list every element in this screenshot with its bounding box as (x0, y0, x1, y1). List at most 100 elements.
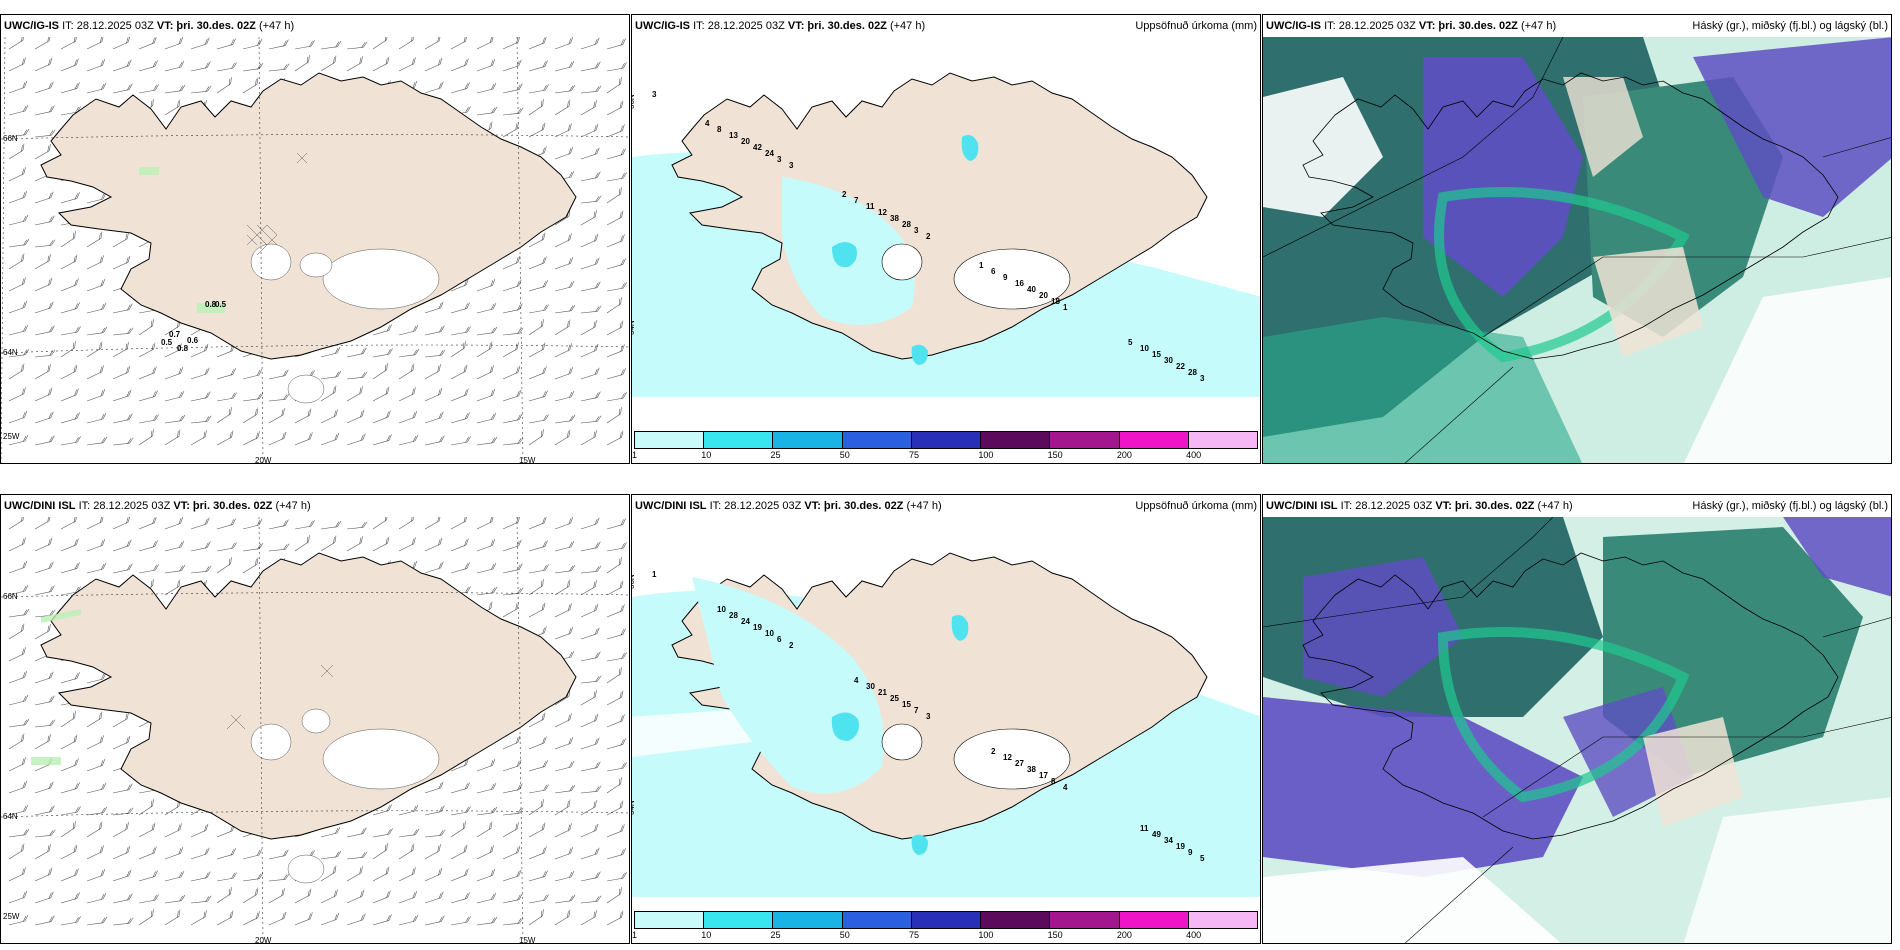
wind-barb-icon (216, 392, 237, 402)
wind-barb-icon (580, 100, 597, 116)
glacier-hofsjokull (299, 252, 333, 278)
wind-barb-icon (190, 565, 212, 574)
init-time: IT: 28.12.2025 03Z (1340, 500, 1433, 512)
wind-barb-icon (528, 712, 546, 728)
wind-barb-icon (138, 870, 158, 882)
wind-barb-icon (424, 517, 441, 530)
wind-barb-icon (502, 563, 523, 574)
wind-barb-icon (294, 520, 315, 530)
wind-barb-icon (476, 82, 497, 94)
colorbar-cell (773, 432, 843, 448)
precip-value: 16 (1015, 279, 1024, 288)
wind-barb-icon (8, 300, 28, 314)
wind-barb-icon (60, 782, 80, 794)
wind-barb-icon (8, 623, 25, 640)
wind-barb-icon (34, 624, 51, 640)
wind-barb-icon (34, 81, 54, 94)
init-time: IT: 28.12.2025 03Z (693, 20, 785, 32)
wind-barb-icon (476, 562, 497, 574)
wind-barb-icon (242, 542, 264, 552)
wind-barb-icon (450, 782, 470, 794)
wind-barb-icon (606, 910, 624, 926)
wind-barb-icon (424, 844, 441, 860)
precip-value: 38 (1027, 765, 1036, 774)
lon-label: 25W (3, 432, 20, 441)
lat-label: 66N (3, 592, 18, 601)
wind-barb-icon (86, 821, 103, 838)
wind-barb-icon (112, 255, 131, 270)
wind-barb-icon (34, 781, 54, 794)
wind-barb-icon (398, 434, 419, 446)
wind-barb-icon (554, 146, 574, 160)
gust-label: 0.6 (187, 336, 199, 345)
wind-barb-icon (8, 733, 25, 750)
wind-barb-icon (528, 602, 546, 618)
wind-barb-icon (554, 99, 571, 116)
precip-value: 25 (890, 694, 899, 703)
lon-label: 20W (255, 456, 272, 464)
model-name: UWC/IG-IS (4, 20, 59, 32)
wind-barb-icon (580, 391, 601, 402)
valid-label: VT: (1418, 20, 1436, 32)
wind-barb-icon (320, 535, 337, 552)
wind-barb-icon (554, 319, 571, 336)
colorbar-cells (634, 911, 1258, 929)
precip-value: 34 (1164, 836, 1173, 845)
wind-barb-icon (346, 851, 368, 860)
colorbar: 1 10 25 50 75 100 150 200 400 (632, 431, 1258, 461)
wind-barb-icon (112, 539, 132, 552)
wind-barb-icon (502, 107, 524, 116)
wind-barb-icon (528, 894, 549, 904)
wind-barb-icon (398, 363, 415, 380)
lon-label: 15W (519, 456, 536, 464)
wind-barb-icon (450, 37, 468, 50)
wind-barb-icon (34, 867, 53, 882)
precip-value: 3 (914, 226, 919, 235)
wind-barb-icon (606, 407, 622, 424)
precip-area-mid (951, 615, 969, 641)
wind-barb-icon (502, 807, 524, 816)
wind-barb-icon (8, 214, 29, 226)
wind-barb-icon (502, 539, 522, 552)
wind-barb-icon (424, 387, 443, 402)
wind-barb-icon (372, 410, 391, 424)
wind-barb-icon (528, 390, 548, 402)
wind-barb-icon (476, 341, 493, 358)
colorbar-tick: 25 (770, 930, 781, 940)
precip-value: 7 (854, 196, 859, 205)
precip-value: 1 (1063, 303, 1068, 312)
wind-barb-icon (216, 77, 232, 94)
lat-label: 64N (632, 320, 636, 335)
wind-barb-icon (112, 342, 129, 358)
wind-barb-icon (294, 432, 313, 446)
wind-barb-icon (216, 887, 232, 904)
wind-barb-icon (554, 736, 574, 750)
wind-barb-icon (164, 343, 182, 358)
wind-barb-icon (502, 822, 519, 838)
wind-barb-icon (606, 62, 627, 72)
graticule (1, 517, 629, 943)
region-borders (1263, 37, 1891, 463)
precip-value: 28 (902, 220, 911, 229)
wind-barb-icon (372, 386, 390, 402)
glacier-vatnajokull (953, 728, 1071, 790)
snow-hatch-icon (246, 152, 308, 256)
wind-barb-icon (476, 868, 496, 882)
wind-barb-icon (8, 37, 25, 50)
region-borders (1263, 517, 1891, 943)
precip-value: 19 (753, 623, 762, 632)
lon-label: 25W (3, 912, 20, 921)
colorbar-cell (1050, 432, 1120, 448)
wind-barb-icon (606, 848, 626, 860)
wind-barb-icon (398, 410, 418, 424)
wind-barb-icon (60, 916, 81, 926)
precip-value: 24 (765, 149, 774, 158)
colorbar-tick: 50 (839, 450, 850, 460)
wind-barb-icon (580, 761, 601, 772)
wind-barb-icon (320, 889, 338, 904)
wind-barb-icon (34, 891, 54, 904)
wind-barb-icon (476, 782, 497, 794)
wind-barb-icon (346, 521, 368, 530)
wind-barb-icon (580, 320, 597, 336)
wind-barb-icon (242, 911, 260, 926)
